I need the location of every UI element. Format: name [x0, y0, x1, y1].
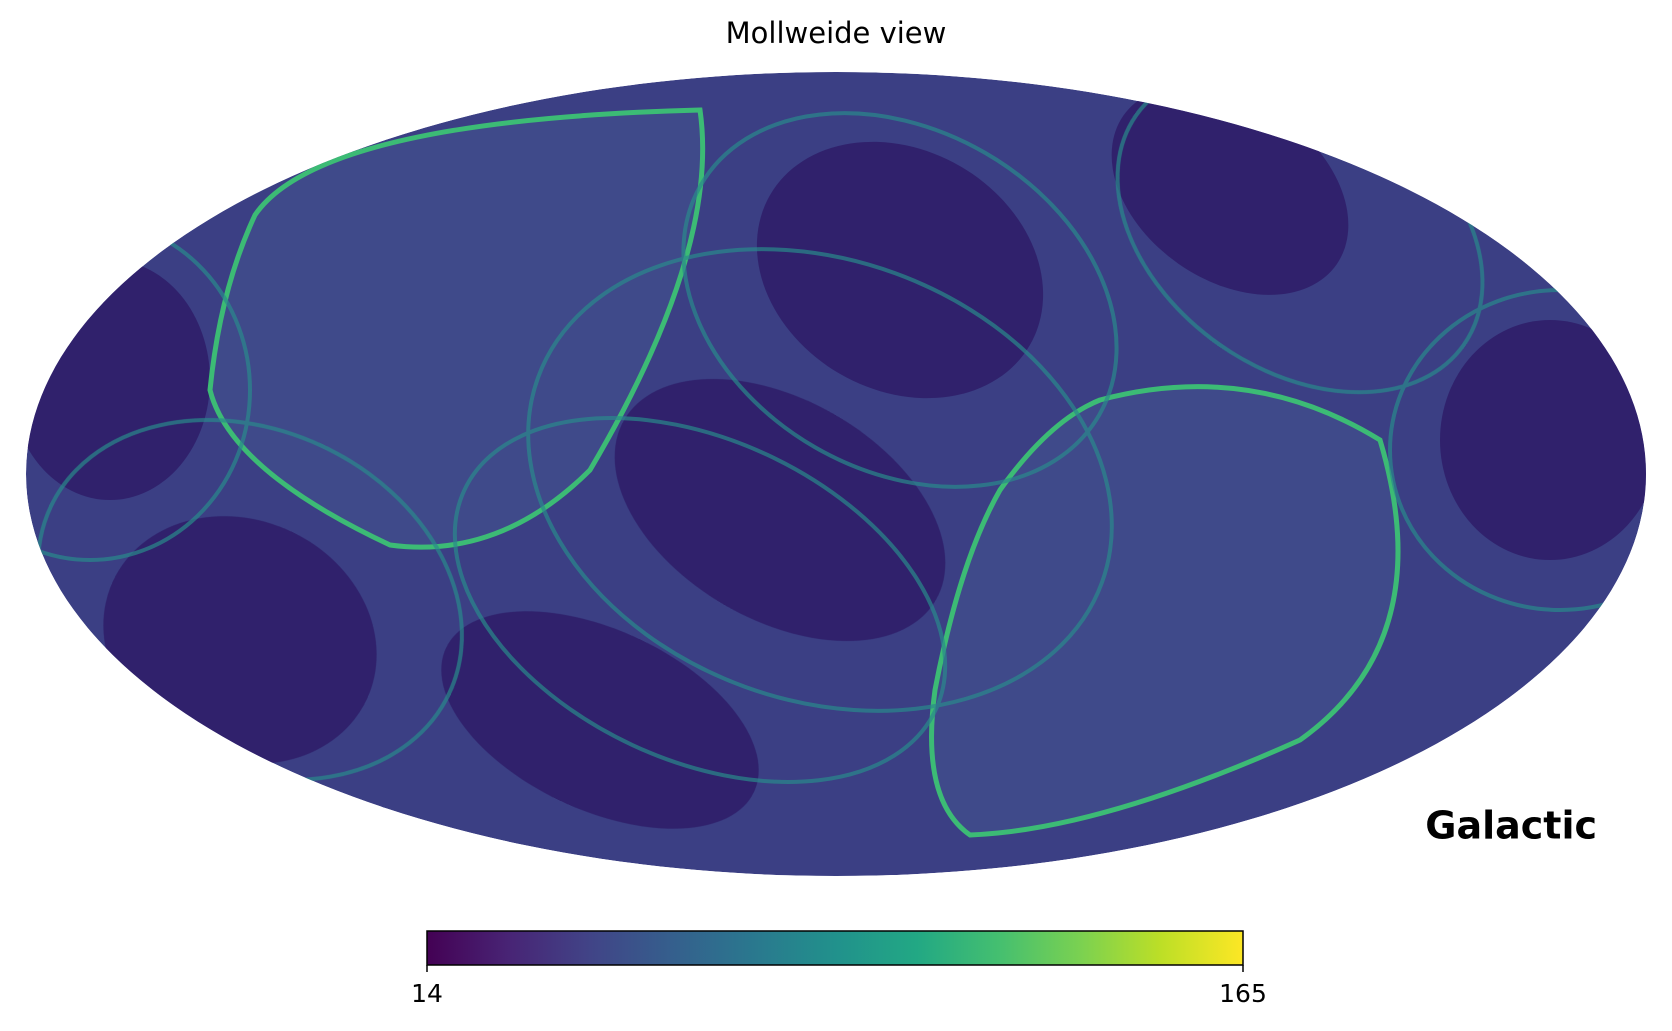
coord-label: Galactic — [1425, 804, 1597, 848]
colorbar-tick-label: 165 — [1219, 979, 1267, 1008]
colorbar — [426, 930, 1244, 966]
chart-title: Mollweide view — [726, 16, 947, 50]
sky-map — [26, 72, 1646, 876]
colorbar-tick-label: 14 — [411, 979, 443, 1008]
